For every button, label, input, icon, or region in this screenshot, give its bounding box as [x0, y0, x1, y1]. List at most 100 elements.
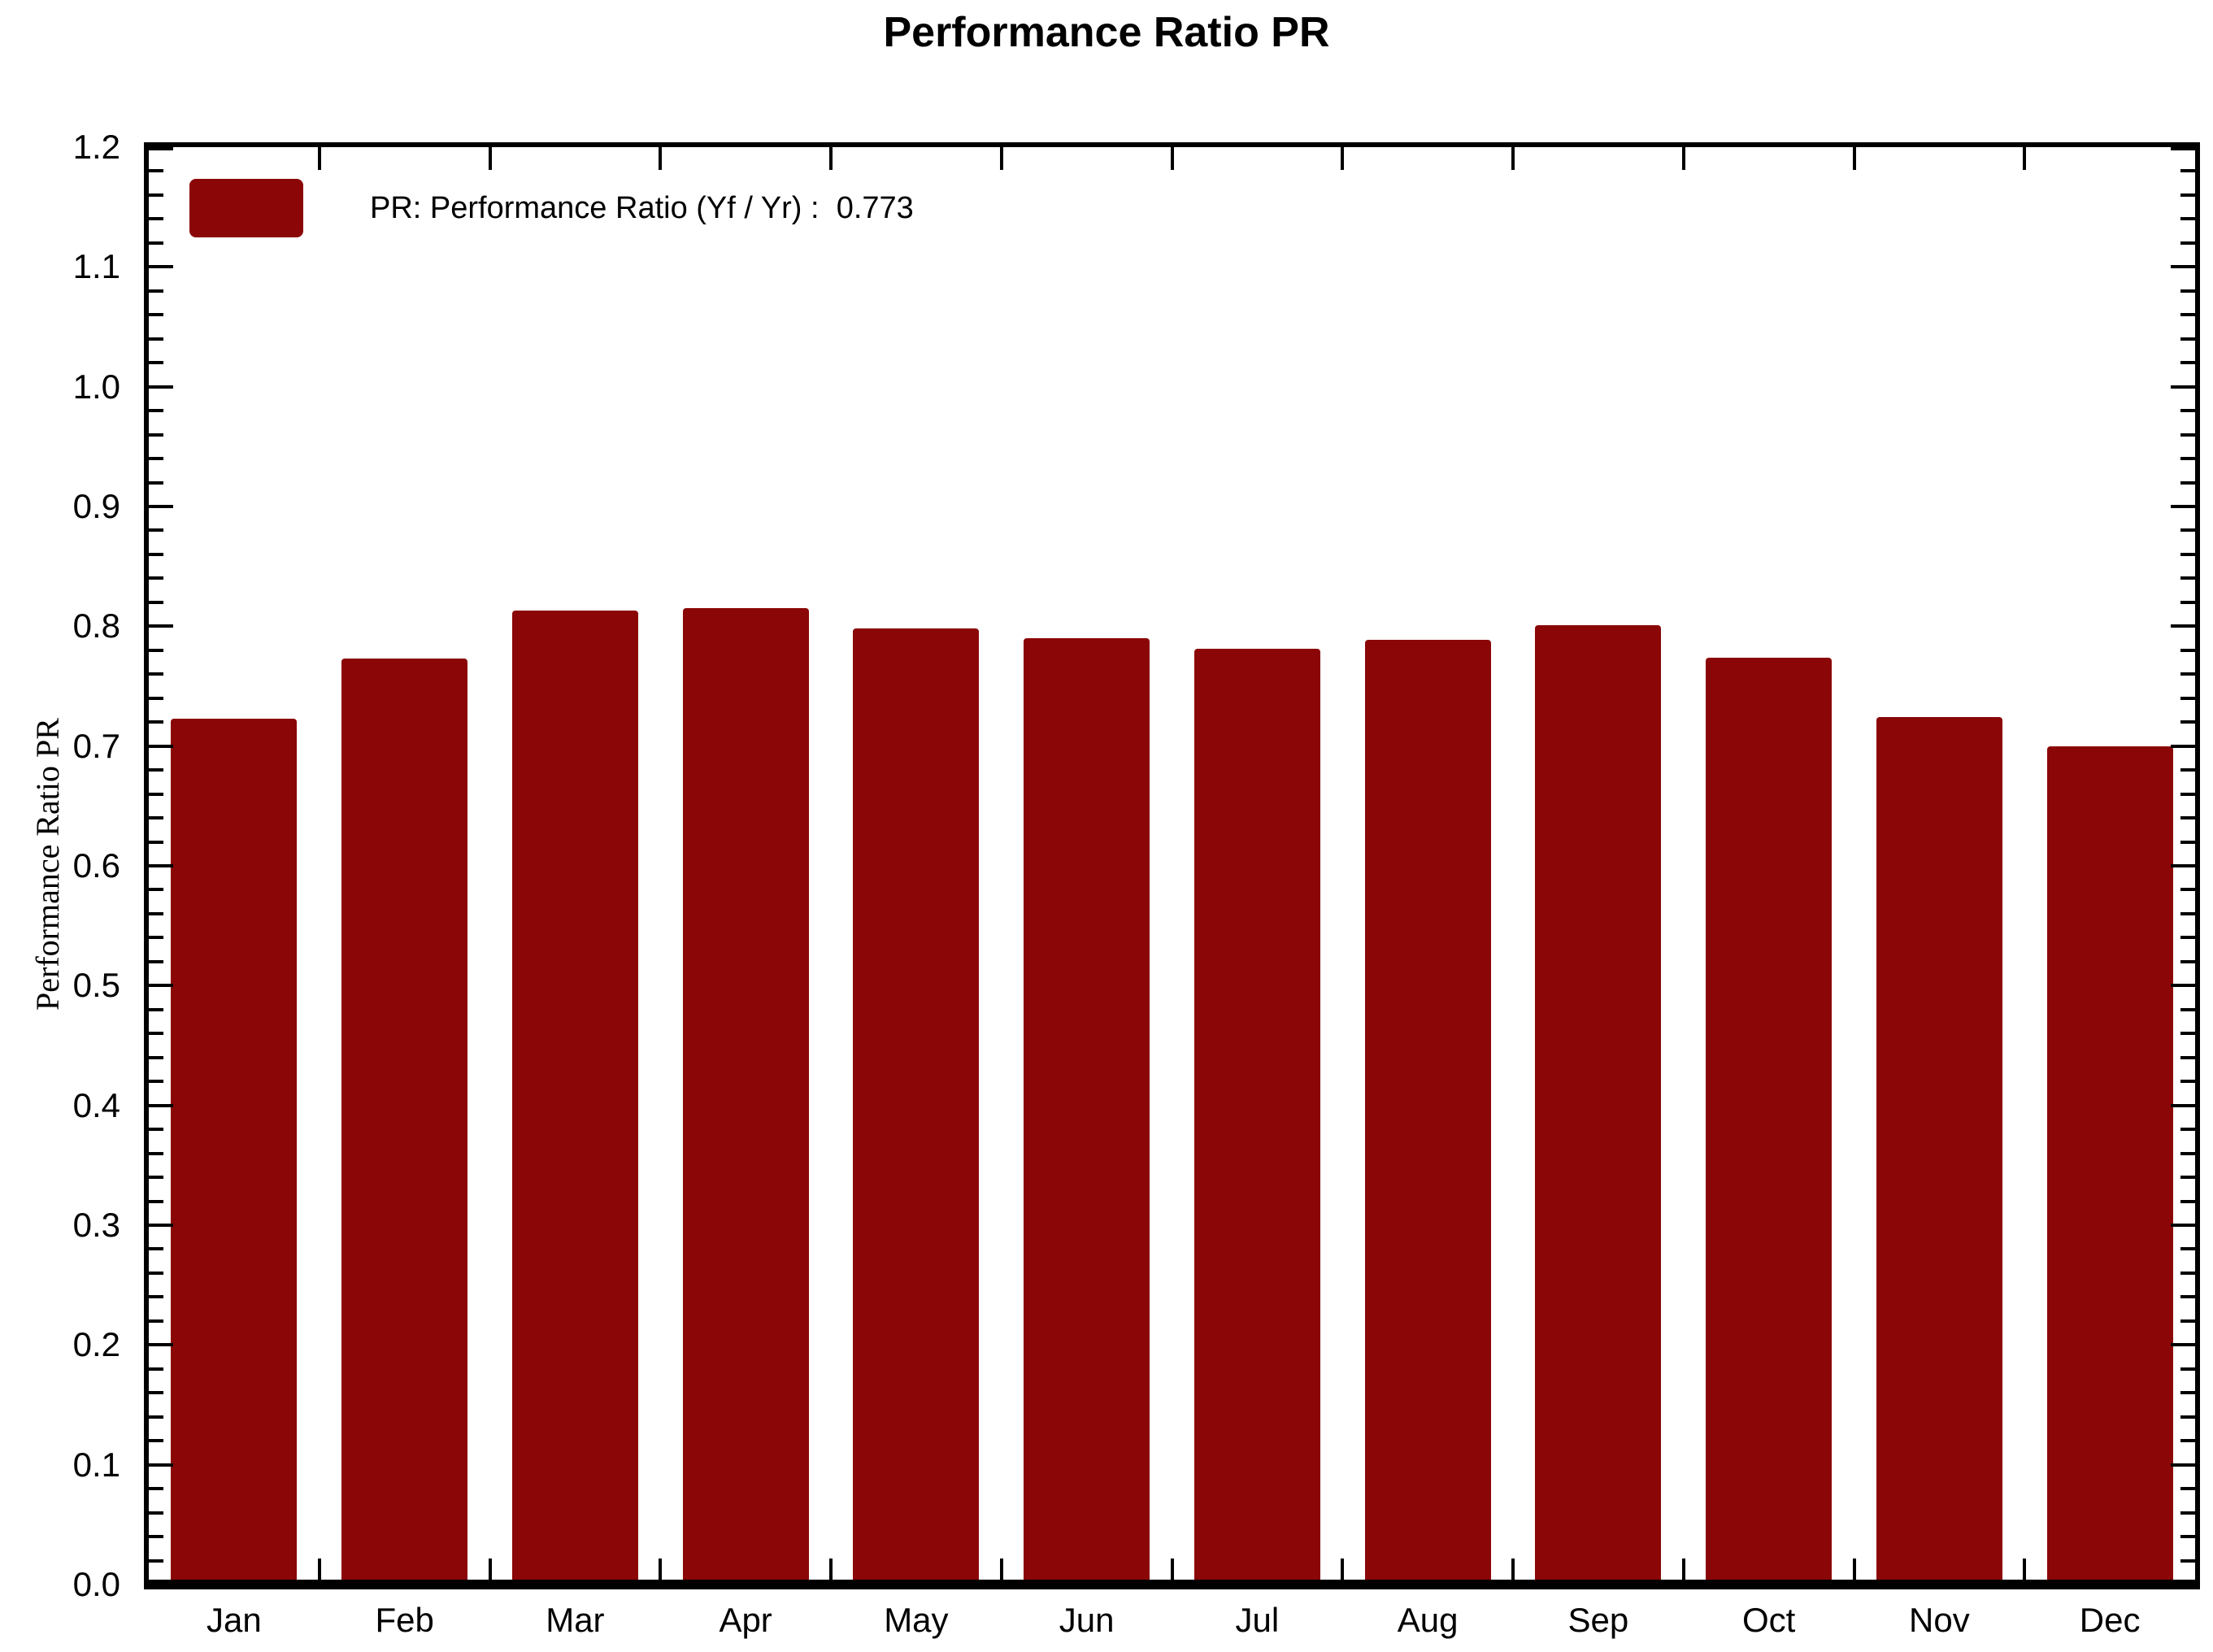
- y-minor-tick: [149, 648, 163, 652]
- y-minor-tick: [2180, 1439, 2195, 1443]
- y-minor-tick: [149, 911, 163, 915]
- bar-oct: [1706, 657, 1833, 1585]
- bar-jan: [171, 718, 298, 1585]
- y-minor-tick: [2180, 1151, 2195, 1155]
- y-minor-tick: [149, 959, 163, 963]
- x-boundary-tick: [1852, 1559, 1856, 1585]
- x-boundary-tick: [659, 147, 663, 170]
- x-boundary-tick: [2023, 1559, 2027, 1585]
- x-tick-label-dec: Dec: [2079, 1601, 2141, 1639]
- y-major-tick: [2171, 1343, 2195, 1347]
- bar-mar: [511, 611, 638, 1585]
- y-minor-tick: [149, 552, 163, 556]
- y-tick-label-0.0: 0.0: [72, 1565, 120, 1603]
- x-boundary-tick: [1341, 147, 1345, 170]
- y-minor-tick: [2180, 1080, 2195, 1084]
- y-minor-tick: [2180, 1128, 2195, 1132]
- y-minor-tick: [149, 217, 163, 221]
- y-minor-tick: [149, 457, 163, 461]
- y-minor-tick: [2180, 936, 2195, 940]
- y-minor-tick: [2180, 1247, 2195, 1251]
- y-minor-tick: [2180, 337, 2195, 341]
- x-boundary-tick: [1852, 147, 1856, 170]
- y-minor-tick: [2180, 1295, 2195, 1299]
- y-tick-label-1.0: 1.0: [72, 367, 120, 406]
- y-minor-tick: [2180, 552, 2195, 556]
- y-minor-tick: [2180, 480, 2195, 485]
- y-minor-tick: [149, 600, 163, 604]
- bar-sep: [1535, 624, 1662, 1585]
- x-tick-label-jul: Jul: [1235, 1601, 1280, 1639]
- y-minor-tick: [2180, 648, 2195, 652]
- y-minor-tick: [149, 1439, 163, 1443]
- x-tick-label-may: May: [884, 1601, 949, 1639]
- y-minor-tick: [149, 433, 163, 437]
- x-boundary-tick: [317, 147, 321, 170]
- y-minor-tick: [2180, 816, 2195, 820]
- y-minor-tick: [2180, 1007, 2195, 1011]
- y-minor-tick: [149, 1055, 163, 1059]
- y-minor-tick: [149, 696, 163, 700]
- y-minor-tick: [2180, 241, 2195, 245]
- y-tick-label-0.3: 0.3: [72, 1206, 120, 1244]
- y-tick-label-0.4: 0.4: [72, 1085, 120, 1124]
- y-minor-tick: [149, 768, 163, 772]
- y-tick-label-0.8: 0.8: [72, 606, 120, 646]
- x-boundary-tick: [829, 1559, 833, 1585]
- y-major-tick: [2171, 1103, 2195, 1107]
- y-minor-tick: [2180, 911, 2195, 915]
- y-minor-tick: [149, 1391, 163, 1395]
- x-boundary-tick: [1681, 1559, 1685, 1585]
- y-major-tick: [149, 1103, 173, 1107]
- bar-aug: [1364, 639, 1491, 1585]
- y-major-tick: [149, 265, 173, 269]
- y-minor-tick: [2180, 169, 2195, 173]
- bar-jul: [1193, 649, 1320, 1585]
- y-minor-tick: [2180, 840, 2195, 844]
- y-minor-tick: [149, 1199, 163, 1203]
- y-minor-tick: [2180, 672, 2195, 676]
- x-tick-label-sep: Sep: [1567, 1601, 1629, 1639]
- y-tick-label-0.1: 0.1: [72, 1445, 120, 1484]
- y-minor-tick: [149, 792, 163, 796]
- y-tick-label-0.5: 0.5: [72, 966, 120, 1005]
- y-minor-tick: [149, 528, 163, 533]
- y-minor-tick: [2180, 696, 2195, 700]
- y-minor-tick: [2180, 888, 2195, 892]
- bar-jun: [1024, 638, 1150, 1585]
- y-minor-tick: [149, 289, 163, 293]
- y-minor-tick: [149, 720, 163, 724]
- x-boundary-tick: [659, 1559, 663, 1585]
- y-minor-tick: [2180, 600, 2195, 604]
- x-tick-label-jan: Jan: [207, 1601, 262, 1639]
- y-major-tick: [149, 385, 173, 389]
- y-minor-tick: [149, 816, 163, 820]
- legend-label: PR: Performance Ratio (Yf / Yr) : 0.773: [370, 191, 914, 225]
- y-minor-tick: [149, 1032, 163, 1036]
- y-minor-tick: [149, 193, 163, 197]
- y-minor-tick: [2180, 1511, 2195, 1515]
- y-major-tick: [2171, 1463, 2195, 1467]
- x-boundary-tick: [488, 147, 492, 170]
- y-minor-tick: [2180, 1559, 2195, 1563]
- y-minor-tick: [2180, 433, 2195, 437]
- y-minor-tick: [149, 1487, 163, 1491]
- x-boundary-tick: [1170, 147, 1174, 170]
- x-tick-label-nov: Nov: [1909, 1601, 1970, 1639]
- y-major-tick: [2171, 1224, 2195, 1227]
- x-boundary-tick: [1511, 1559, 1515, 1585]
- y-major-tick: [2171, 385, 2195, 389]
- x-boundary-tick: [829, 147, 833, 170]
- y-minor-tick: [2180, 768, 2195, 772]
- y-minor-tick: [149, 241, 163, 245]
- y-major-tick: [149, 744, 173, 748]
- y-tick-label-0.6: 0.6: [72, 846, 120, 885]
- y-minor-tick: [2180, 792, 2195, 796]
- bar-nov: [1876, 717, 2002, 1585]
- x-boundary-tick: [488, 1559, 492, 1585]
- y-minor-tick: [2180, 217, 2195, 221]
- y-major-tick: [149, 984, 173, 988]
- y-minor-tick: [2180, 313, 2195, 317]
- y-minor-tick: [149, 409, 163, 413]
- y-minor-tick: [149, 1128, 163, 1132]
